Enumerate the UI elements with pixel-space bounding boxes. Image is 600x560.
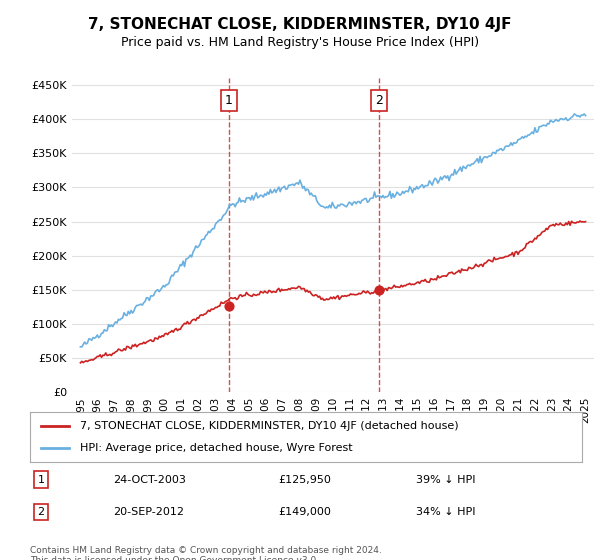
Text: 1: 1 bbox=[38, 474, 44, 484]
Point bbox=[224, 302, 234, 311]
Text: 1: 1 bbox=[225, 94, 233, 107]
Text: 2: 2 bbox=[37, 507, 44, 517]
Text: 20-SEP-2012: 20-SEP-2012 bbox=[113, 507, 184, 517]
Text: Price paid vs. HM Land Registry's House Price Index (HPI): Price paid vs. HM Land Registry's House … bbox=[121, 36, 479, 49]
Text: 39% ↓ HPI: 39% ↓ HPI bbox=[416, 474, 476, 484]
Text: 7, STONECHAT CLOSE, KIDDERMINSTER, DY10 4JF (detached house): 7, STONECHAT CLOSE, KIDDERMINSTER, DY10 … bbox=[80, 421, 458, 431]
Text: Contains HM Land Registry data © Crown copyright and database right 2024.
This d: Contains HM Land Registry data © Crown c… bbox=[30, 546, 382, 560]
Text: 2: 2 bbox=[375, 94, 383, 107]
Text: 34% ↓ HPI: 34% ↓ HPI bbox=[416, 507, 476, 517]
Text: HPI: Average price, detached house, Wyre Forest: HPI: Average price, detached house, Wyre… bbox=[80, 443, 352, 453]
Text: 7, STONECHAT CLOSE, KIDDERMINSTER, DY10 4JF: 7, STONECHAT CLOSE, KIDDERMINSTER, DY10 … bbox=[88, 17, 512, 32]
Text: £149,000: £149,000 bbox=[278, 507, 331, 517]
Point bbox=[374, 286, 384, 295]
Text: £125,950: £125,950 bbox=[278, 474, 331, 484]
Text: 24-OCT-2003: 24-OCT-2003 bbox=[113, 474, 185, 484]
